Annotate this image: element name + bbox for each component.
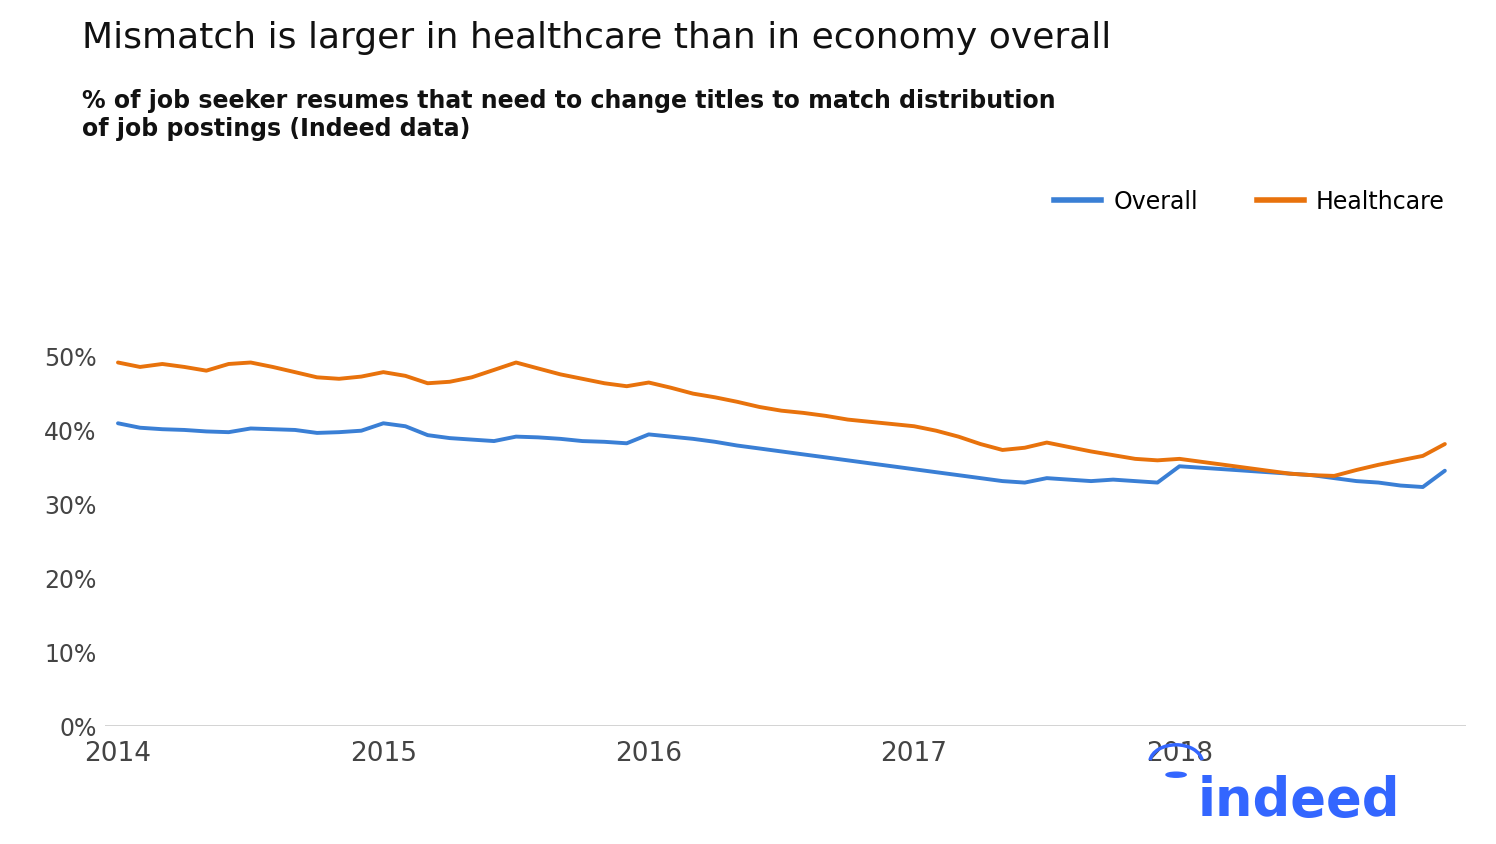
Circle shape — [1165, 772, 1186, 777]
Text: indeed: indeed — [1198, 774, 1400, 826]
Text: Mismatch is larger in healthcare than in economy overall: Mismatch is larger in healthcare than in… — [82, 21, 1112, 55]
Legend: Overall, Healthcare: Overall, Healthcare — [1044, 181, 1454, 224]
Text: % of job seeker resumes that need to change titles to match distribution
of job : % of job seeker resumes that need to cha… — [82, 89, 1056, 140]
